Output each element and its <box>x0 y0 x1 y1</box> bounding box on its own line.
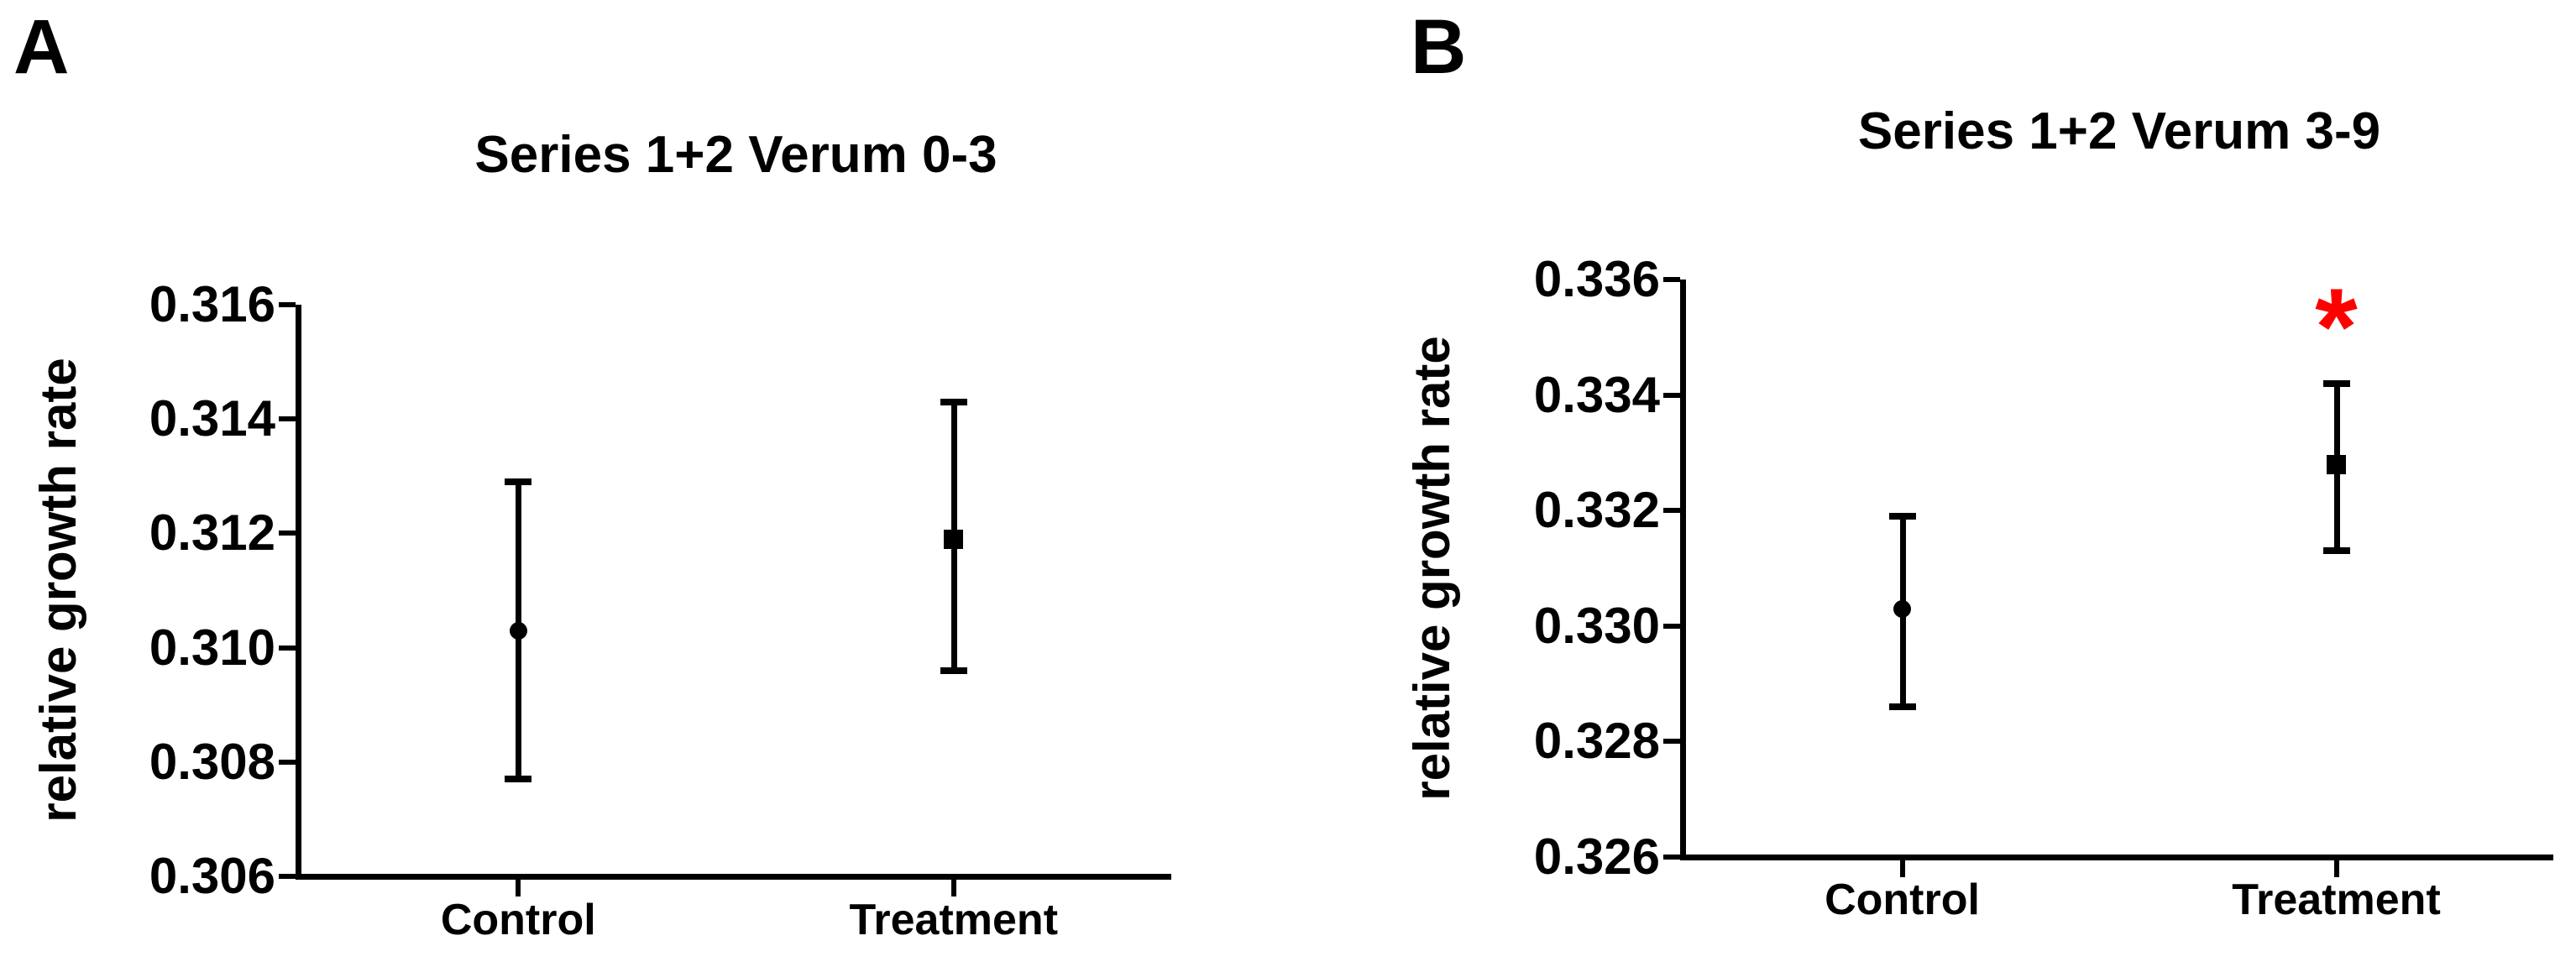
x-axis-tick <box>950 880 956 896</box>
y-axis-tick <box>279 416 296 422</box>
y-axis-tick <box>279 874 296 879</box>
y-axis-tick <box>1663 855 1680 860</box>
y-axis-tick <box>1663 623 1680 629</box>
data-point-treatment-square <box>2327 454 2346 474</box>
error-bar-cap-top <box>505 478 532 486</box>
y-axis-title: relative growth rate <box>1404 336 1460 801</box>
y-tick-label: 0.328 <box>1533 713 1660 770</box>
error-bar-cap-bottom <box>2322 547 2350 555</box>
y-tick-label: 0.332 <box>1533 482 1660 539</box>
significance-asterisk: * <box>2315 264 2358 388</box>
y-axis-tick <box>279 531 296 536</box>
x-category-label: Control <box>1825 876 1980 924</box>
y-axis-tick <box>279 302 296 307</box>
x-axis-line <box>296 874 1171 880</box>
y-tick-label: 0.330 <box>1533 597 1660 654</box>
x-category-label: Treatment <box>849 896 1059 944</box>
y-tick-label: 0.336 <box>1533 251 1660 307</box>
x-axis-tick <box>2333 860 2339 877</box>
x-category-label: Control <box>440 896 596 944</box>
error-bar-cap-bottom <box>505 776 532 783</box>
y-axis-line <box>1680 280 1686 860</box>
y-axis-tick <box>279 759 296 765</box>
y-tick-label: 0.310 <box>149 619 275 676</box>
panel-letter: A <box>13 4 70 90</box>
y-axis-line <box>296 305 301 880</box>
chart-title: Series 1+2 Verum 3-9 <box>1857 102 2381 160</box>
x-axis-tick <box>1899 860 1905 877</box>
y-tick-label: 0.312 <box>149 504 275 562</box>
y-axis-tick <box>1663 508 1680 514</box>
y-axis-tick <box>1663 739 1680 745</box>
y-tick-label: 0.316 <box>149 276 275 332</box>
data-point-treatment-square <box>944 529 964 549</box>
y-tick-label: 0.306 <box>149 848 275 904</box>
y-tick-label: 0.314 <box>149 390 275 447</box>
error-bar-cap-top <box>1888 513 1916 520</box>
y-axis-tick <box>1663 277 1680 282</box>
y-tick-label: 0.326 <box>1533 828 1660 885</box>
x-axis-line <box>1680 855 2553 860</box>
y-tick-label: 0.334 <box>1533 366 1660 423</box>
x-axis-tick <box>516 880 521 896</box>
error-bar-cap-top <box>2322 379 2350 387</box>
y-axis-tick <box>1663 392 1680 398</box>
data-point-control-circle <box>1893 599 1911 618</box>
panel-letter: B <box>1411 4 1467 90</box>
x-category-label: Treatment <box>2232 876 2441 924</box>
y-axis-tick <box>279 645 296 651</box>
error-bar-cap-top <box>940 398 967 405</box>
chart-title: Series 1+2 Verum 0-3 <box>474 126 997 184</box>
error-bar-cap-bottom <box>1888 703 1916 711</box>
error-bar-cap-bottom <box>940 666 967 674</box>
y-tick-label: 0.308 <box>149 733 275 790</box>
data-point-control-circle <box>509 621 527 640</box>
